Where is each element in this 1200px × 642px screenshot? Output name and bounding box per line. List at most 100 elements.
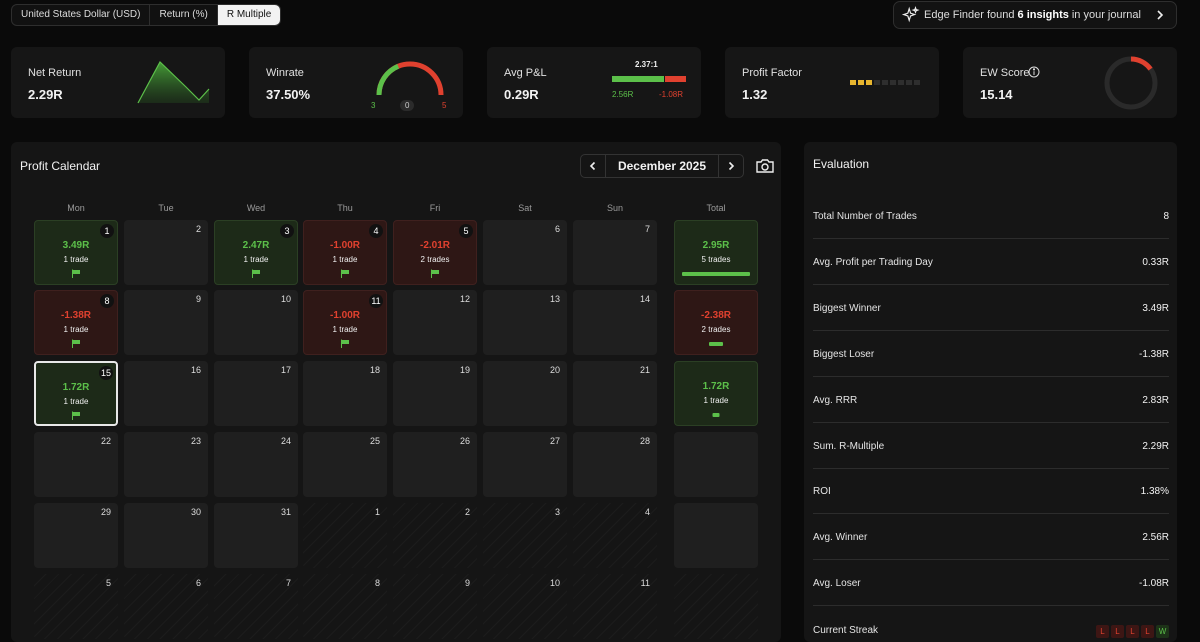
profit-factor-label: Profit Factor <box>742 67 802 79</box>
streak-badge-loss: L <box>1141 625 1154 639</box>
calendar-day-cell[interactable]: 10 <box>214 290 298 355</box>
calendar-day-cell[interactable]: 3 2.47R 1 trade <box>214 220 298 285</box>
calendar-day-cell[interactable]: 31 <box>214 503 298 568</box>
calendar-day-cell[interactable]: 30 <box>124 503 208 568</box>
week-total-cell <box>674 574 758 639</box>
calendar-day-cell: 7 <box>214 574 298 639</box>
tab-return-percent[interactable]: Return (%) <box>150 5 218 25</box>
weekday-label-sat: Sat <box>518 203 532 213</box>
day-number: 24 <box>280 436 291 446</box>
calendar-day-cell[interactable]: 21 <box>573 361 657 426</box>
trade-count: 1 trade <box>63 325 89 334</box>
calendar-day-cell[interactable]: 6 <box>483 220 567 285</box>
evaluation-value: -1.38R <box>1138 348 1169 360</box>
evaluation-value: 8 <box>1163 211 1169 222</box>
evaluation-label: Biggest Winner <box>813 302 881 314</box>
calendar-day-cell: 6 <box>124 574 208 639</box>
weekday-label-total: Total <box>706 203 726 213</box>
evaluation-label: Avg. Profit per Trading Day <box>813 256 933 268</box>
camera-icon[interactable] <box>754 155 776 177</box>
evaluation-label: Biggest Loser <box>813 348 875 360</box>
calendar-day-cell[interactable]: 25 <box>303 432 387 497</box>
calendar-day-cell[interactable]: 1 3.49R 1 trade <box>34 220 118 285</box>
tab-usd[interactable]: United States Dollar (USD) <box>12 5 151 25</box>
flag-icon <box>341 269 349 278</box>
calendar-day-cell: 2 <box>393 503 477 568</box>
flag-icon <box>72 269 80 278</box>
evaluation-title: Evaluation <box>813 157 870 171</box>
weekday-label-tue: Tue <box>158 203 174 213</box>
calendar-day-cell[interactable]: 13 <box>483 290 567 355</box>
calendar-day-cell[interactable]: 19 <box>393 361 477 426</box>
day-number: 23 <box>190 436 201 446</box>
calendar-day-cell: 9 <box>393 574 477 639</box>
calendar-day-cell[interactable]: 28 <box>573 432 657 497</box>
calendar-day-cell[interactable]: 2 <box>124 220 208 285</box>
week-total-cell[interactable]: 1.72R 1 trade <box>674 361 758 426</box>
profit-factor-card: Profit Factor 1.32 <box>725 47 939 118</box>
day-number: 11 <box>640 578 650 588</box>
calendar-day-cell[interactable]: 16 <box>124 361 208 426</box>
streak-badge-loss: L <box>1126 625 1139 639</box>
trade-count: 1 trade <box>703 396 729 405</box>
day-number: 26 <box>459 436 470 446</box>
trade-count: 2 trades <box>420 255 450 264</box>
calendar-day-cell[interactable]: 17 <box>214 361 298 426</box>
day-pnl: -2.01R <box>419 240 450 251</box>
calendar-day-cell[interactable]: 14 <box>573 290 657 355</box>
day-number: 25 <box>369 436 380 446</box>
current-month[interactable]: December 2025 <box>605 155 719 177</box>
tab-r-multiple[interactable]: R Multiple <box>217 5 281 25</box>
winrate-gauge <box>376 61 444 96</box>
net-return-sparkline <box>137 61 210 104</box>
calendar-title: Profit Calendar <box>20 159 101 173</box>
flag-icon <box>72 411 80 420</box>
day-number: 1 <box>374 507 380 517</box>
evaluation-row: Avg. Profit per Trading Day 0.33R <box>813 239 1169 285</box>
day-number: 7 <box>285 578 291 588</box>
calendar-day-cell[interactable]: 23 <box>124 432 208 497</box>
prev-month-button[interactable] <box>581 155 605 177</box>
week-total-cell[interactable]: 2.95R 5 trades <box>674 220 758 285</box>
day-number: 9 <box>195 294 201 304</box>
next-month-button[interactable] <box>719 155 743 177</box>
weekday-label-thu: Thu <box>337 203 353 213</box>
calendar-day-cell[interactable]: 4 -1.00R 1 trade <box>303 220 387 285</box>
info-icon[interactable] <box>1028 66 1040 78</box>
calendar-day-cell: 4 <box>573 503 657 568</box>
trade-count: 1 trade <box>332 325 358 334</box>
avg-pnl-ratio-bar <box>612 76 686 82</box>
calendar-day-cell[interactable]: 5 -2.01R 2 trades <box>393 220 477 285</box>
profit-factor-level-segment <box>858 80 864 85</box>
evaluation-row: Sum. R-Multiple 2.29R <box>813 423 1169 469</box>
day-number: 31 <box>280 507 291 517</box>
day-number: 8 <box>374 578 380 588</box>
week-total-cell[interactable] <box>674 432 758 497</box>
calendar-day-cell[interactable]: 27 <box>483 432 567 497</box>
calendar-day-cell[interactable]: 26 <box>393 432 477 497</box>
flag-icon <box>72 339 80 348</box>
calendar-day-cell[interactable]: 8 -1.38R 1 trade <box>34 290 118 355</box>
calendar-day-cell[interactable]: 9 <box>124 290 208 355</box>
day-number: 5 <box>459 224 473 238</box>
calendar-day-cell[interactable]: 29 <box>34 503 118 568</box>
day-number: 27 <box>549 436 560 446</box>
edge-finder-banner[interactable]: Edge Finder found 6 insights in your jou… <box>893 1 1177 29</box>
calendar-day-cell[interactable]: 18 <box>303 361 387 426</box>
day-number: 4 <box>644 507 650 517</box>
week-total-cell[interactable] <box>674 503 758 568</box>
calendar-day-cell[interactable]: 7 <box>573 220 657 285</box>
profit-factor-level-segment <box>850 80 856 85</box>
calendar-day-cell[interactable]: 24 <box>214 432 298 497</box>
calendar-day-cell[interactable]: 20 <box>483 361 567 426</box>
calendar-day-cell[interactable]: 11 -1.00R 1 trade <box>303 290 387 355</box>
calendar-day-cell[interactable]: 12 <box>393 290 477 355</box>
day-pnl: -1.00R <box>329 310 360 321</box>
week-total-cell[interactable]: -2.38R 2 trades <box>674 290 758 355</box>
ew-score-card: EW Score 15.14 <box>963 47 1177 118</box>
profit-factor-level-segment <box>914 80 920 85</box>
calendar-day-cell[interactable]: 22 <box>34 432 118 497</box>
calendar-day-cell[interactable]: 15 1.72R 1 trade <box>34 361 118 426</box>
day-number: 18 <box>369 365 380 375</box>
